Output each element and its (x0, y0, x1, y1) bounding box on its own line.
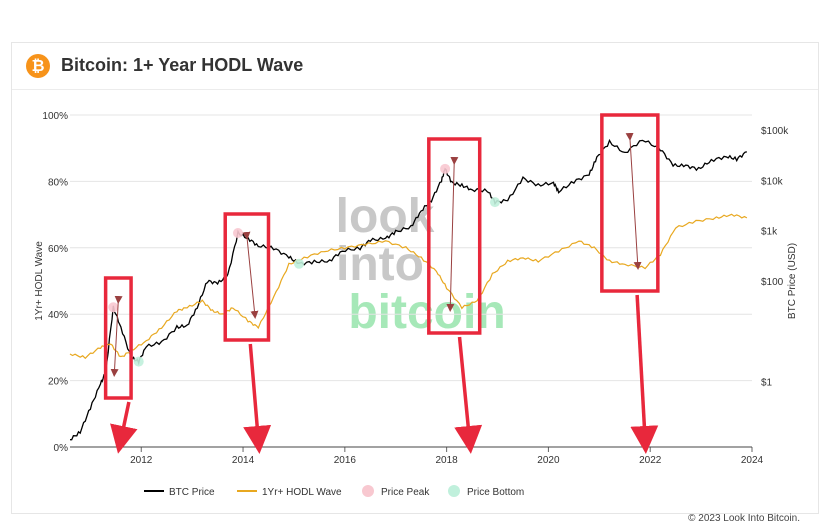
chart-title: Bitcoin: 1+ Year HODL Wave (61, 55, 304, 75)
bitcoin-icon: ₿ (26, 54, 50, 78)
y-right-tick-label: $100k (761, 126, 789, 137)
cycle-range-arrow (110, 295, 123, 377)
x-tick-label: 2022 (639, 455, 662, 466)
price-bottom-marker (294, 258, 305, 269)
btc-price-line (70, 138, 747, 441)
legend-item[interactable]: Price Peak (362, 485, 430, 498)
down-arrow (110, 401, 138, 454)
legend-label: Price Peak (381, 487, 430, 498)
x-tick-label: 2024 (741, 455, 764, 466)
x-tick-label: 2012 (130, 455, 153, 466)
price-peak-marker (232, 228, 243, 239)
y-right-tick-label: $1k (761, 227, 778, 238)
cycle-range-arrow (625, 132, 642, 270)
highlight-box (600, 113, 660, 293)
highlight-box (223, 212, 271, 342)
price-peak-marker (440, 163, 451, 174)
price-peak-marker (108, 302, 119, 313)
legend-swatch (362, 485, 374, 497)
legend-item[interactable]: 1Yr+ HODL Wave (237, 487, 342, 498)
y-left-tick-label: 20% (48, 377, 68, 388)
watermark-look: look (336, 190, 435, 243)
y-left-tick-label: 60% (48, 244, 68, 255)
legend-swatch (448, 485, 460, 497)
price-bottom-marker (133, 356, 144, 367)
cycle-range-arrow (446, 156, 459, 312)
down-arrow (630, 294, 659, 454)
down-arrow (454, 336, 483, 454)
legend-item[interactable]: BTC Price (144, 487, 215, 498)
y-left-tick-label: 80% (48, 177, 68, 188)
copyright: © 2023 Look Into Bitcoin. (688, 513, 800, 524)
highlight-box (103, 276, 133, 400)
watermark-into: into (336, 238, 424, 291)
legend-label: Price Bottom (467, 487, 524, 498)
cycle-range-arrow (242, 231, 259, 319)
x-tick-label: 2020 (537, 455, 560, 466)
y-right-axis-label: BTC Price (USD) (787, 243, 798, 319)
y-left-axis-label: 1Yr+ HODL Wave (34, 241, 45, 321)
card-header: ₿ Bitcoin: 1+ Year HODL Wave (12, 43, 818, 90)
y-right-tick-label: $10k (761, 176, 784, 187)
highlight-box (427, 137, 482, 335)
y-right-tick-label: $1 (761, 378, 773, 389)
y-left-tick-label: 40% (48, 310, 68, 321)
down-arrow (243, 343, 272, 454)
x-tick-label: 2016 (334, 455, 357, 466)
x-tick-label: 2014 (232, 455, 255, 466)
y-left-tick-label: 100% (42, 111, 68, 122)
price-bottom-marker (489, 197, 500, 208)
chart-card: ₿ Bitcoin: 1+ Year HODL Wave (11, 42, 819, 514)
x-tick-label: 2018 (436, 455, 459, 466)
y-left-tick-label: 0% (54, 443, 69, 454)
y-right-tick-label: $100 (761, 277, 784, 288)
legend-label: 1Yr+ HODL Wave (262, 487, 342, 498)
legend-label: BTC Price (169, 487, 215, 498)
legend-item[interactable]: Price Bottom (448, 485, 524, 498)
hodl-wave-line (69, 213, 748, 360)
